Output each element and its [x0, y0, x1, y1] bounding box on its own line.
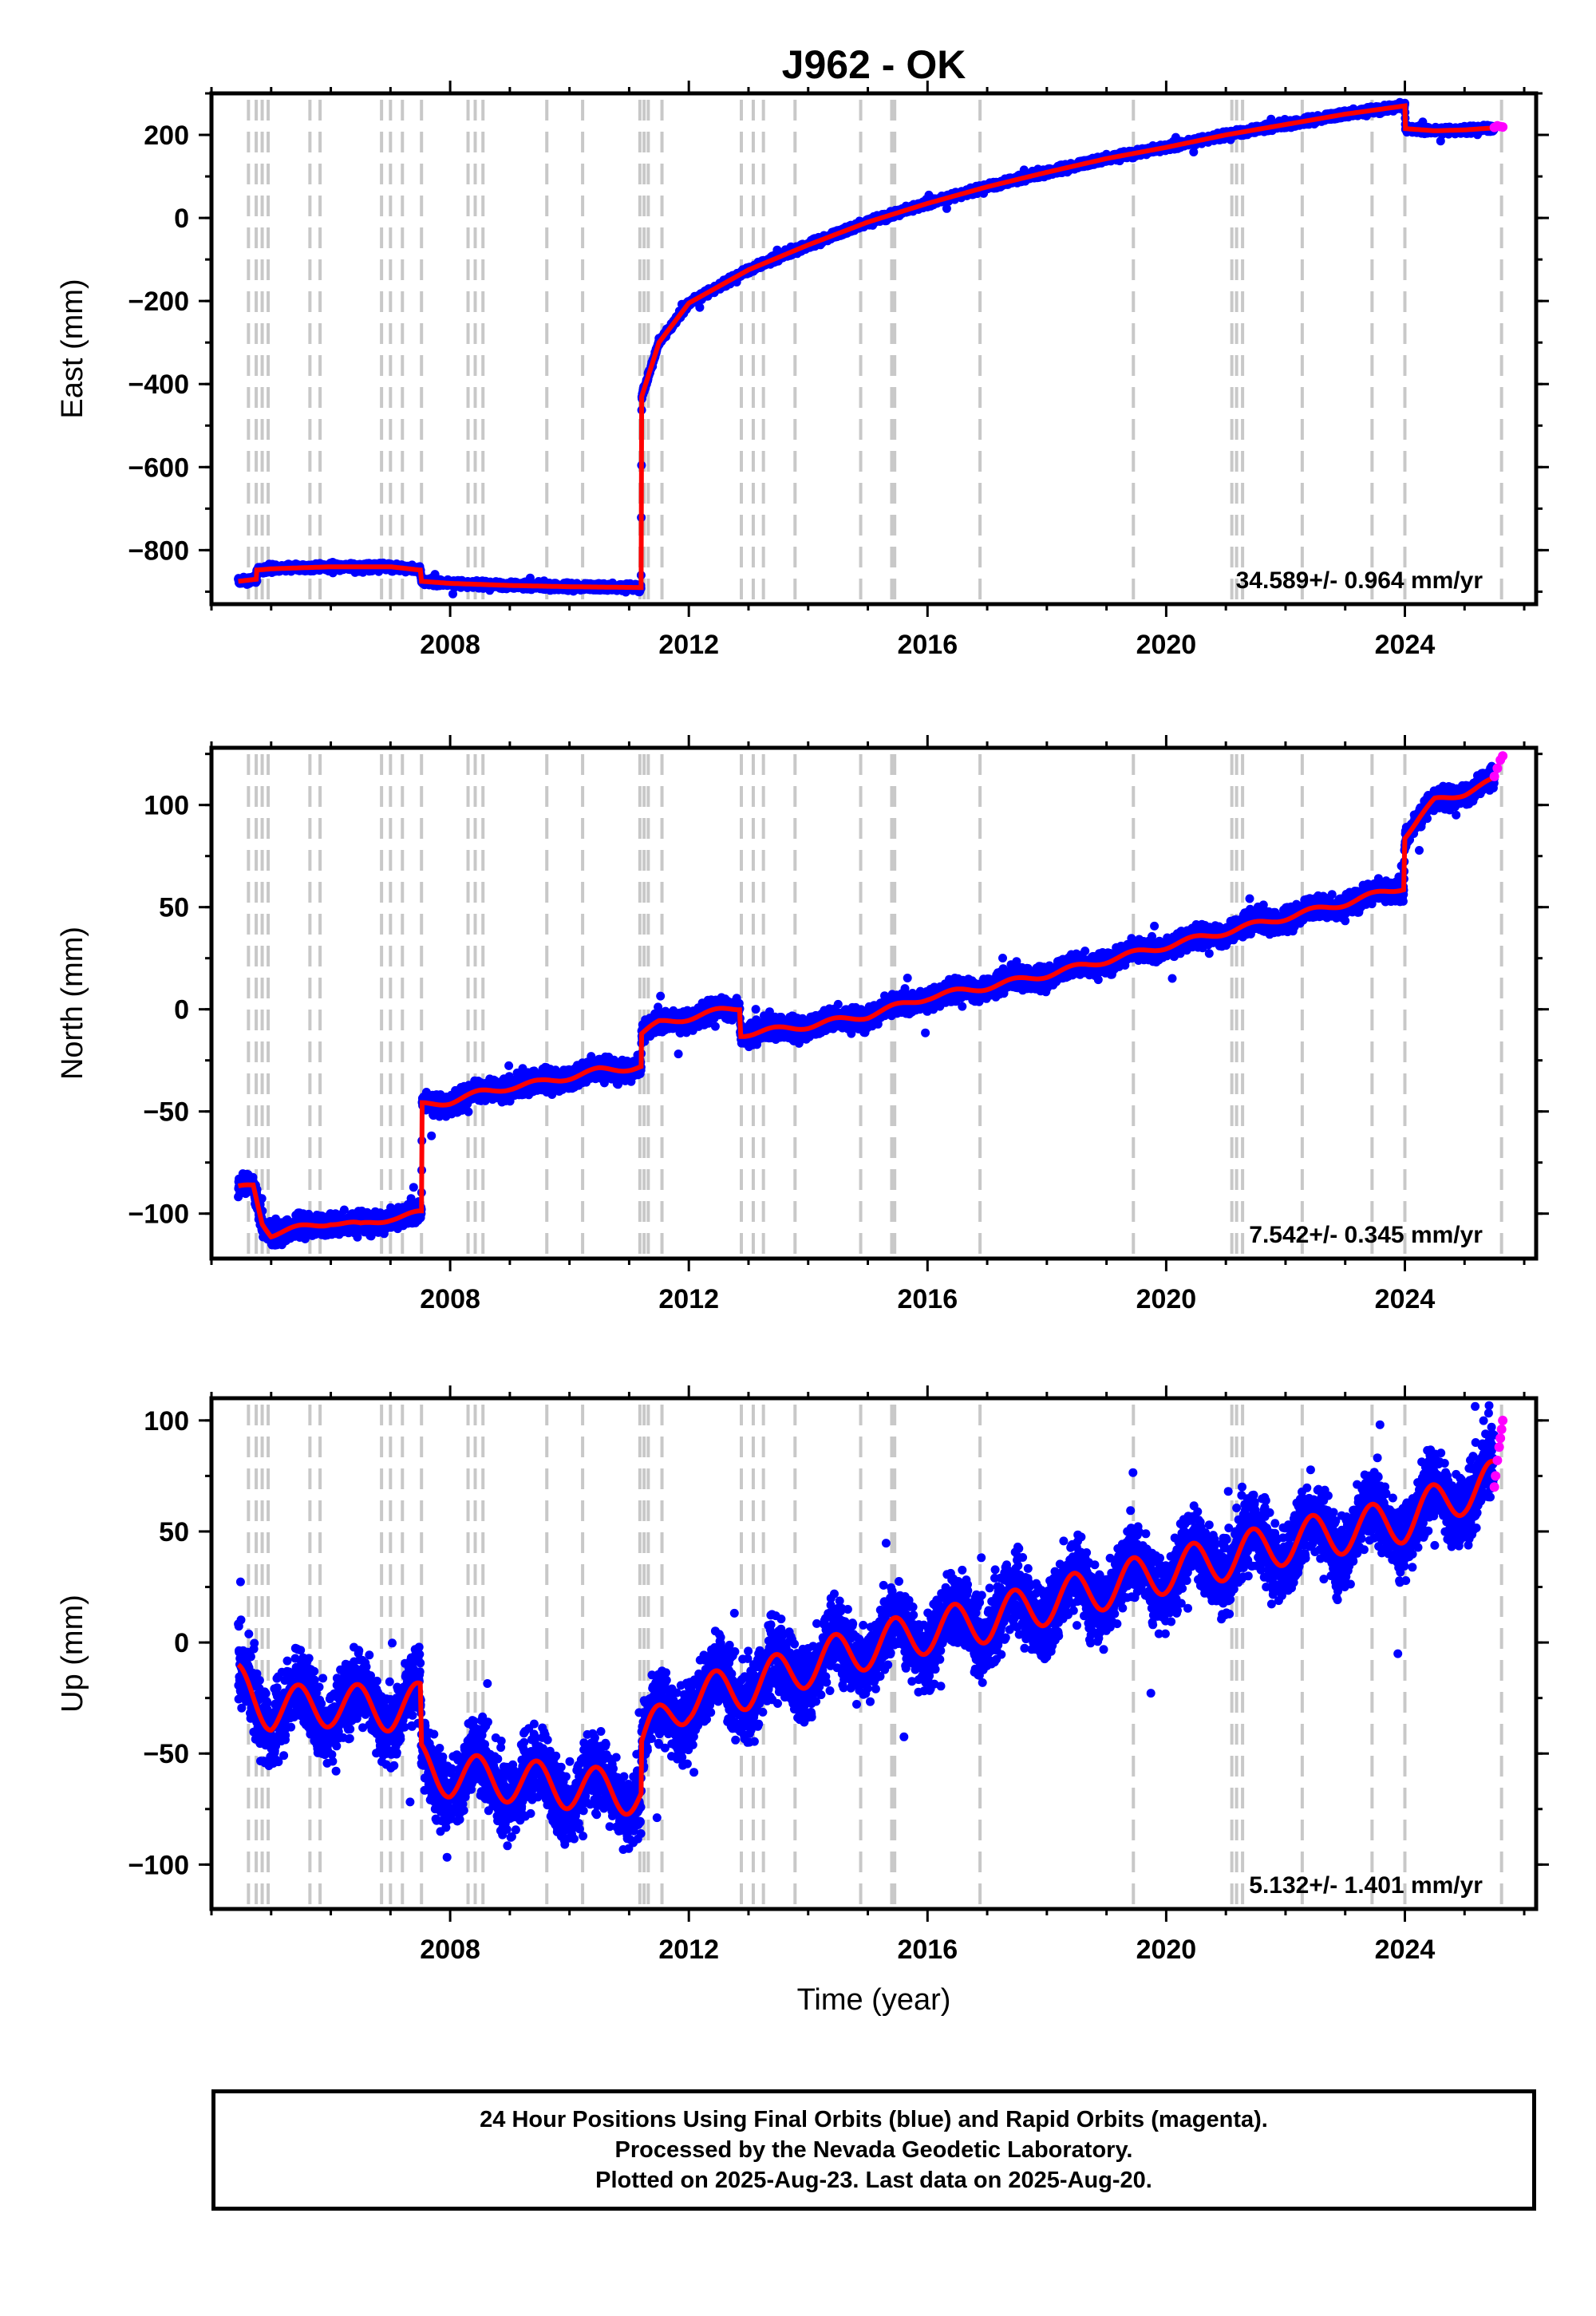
chart-title: J962 - OK: [782, 42, 966, 87]
final-orbit-point: [448, 589, 457, 599]
series-final-orbits-east: [234, 97, 1499, 599]
break-lines-east: [247, 100, 1503, 601]
final-orbit-point: [695, 302, 705, 312]
final-orbit-point: [942, 204, 951, 213]
